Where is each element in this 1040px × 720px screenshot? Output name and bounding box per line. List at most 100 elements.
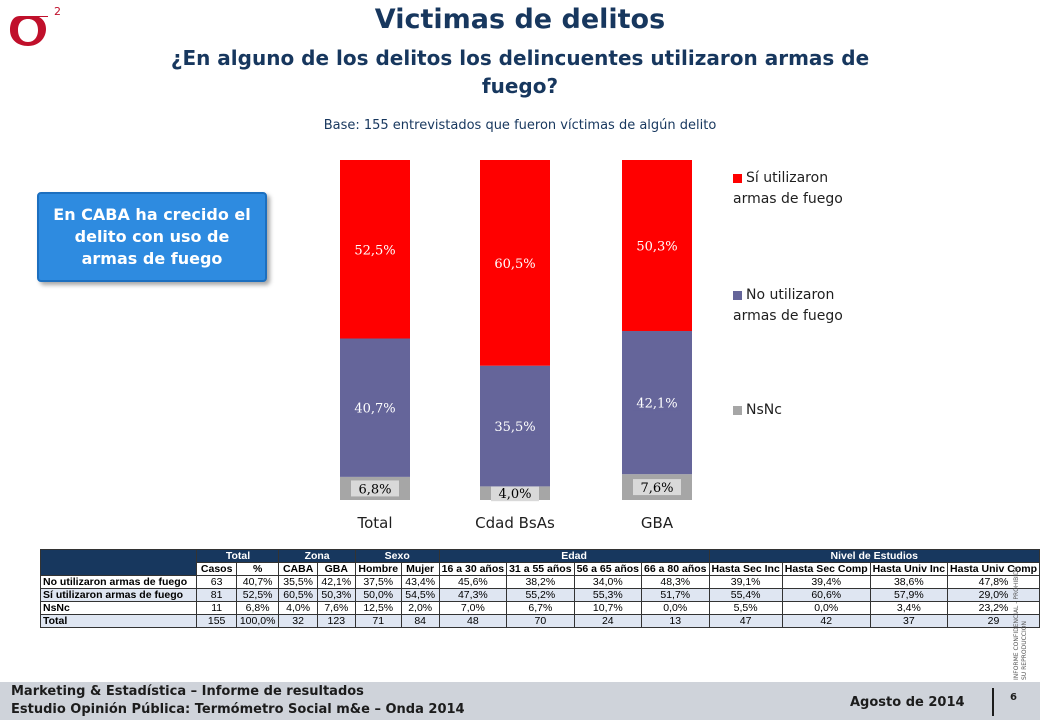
category-label: Cdad BsAs: [475, 514, 555, 532]
table-cell: 84: [400, 614, 440, 628]
data-label-bg: [351, 241, 399, 258]
table-cell: 70: [506, 614, 575, 628]
table-cell: 50,0%: [354, 588, 402, 602]
column-header: Hasta Univ Comp: [947, 562, 1040, 576]
legend-item: No utilizaron armas de fuego: [733, 285, 843, 327]
table-cell: 48: [438, 614, 508, 628]
table-row: Total 155 100,0% 32 123 71 84 48 70 24 13 47 42 37 29: [39, 614, 1040, 628]
callout-box: En CABA ha crecido el delito con uso de …: [37, 192, 267, 282]
row-label: Total: [39, 614, 198, 628]
group-header: Edad: [438, 549, 710, 563]
table-cell: 7,6%: [316, 601, 356, 615]
table-cell: 43,4%: [400, 575, 440, 589]
data-label-bg: [491, 254, 539, 271]
column-header: Hasta Univ Inc: [869, 562, 949, 576]
table-row: No utilizaron armas de fuego 63 40,7% 35,5%…: [39, 575, 1040, 589]
data-label-bg: [491, 418, 539, 435]
table-cell: 37,5%: [354, 575, 402, 589]
table-cell: 81: [196, 588, 237, 602]
footer-line-2: Estudio Opinión Pública: Termómetro Soci…: [11, 702, 465, 717]
data-label: 35,5%: [494, 420, 535, 435]
column-header: Mujer: [400, 562, 440, 576]
data-label-bg: [633, 479, 681, 496]
column-header: 56 a 65 años: [573, 562, 643, 576]
table-cell: 51,7%: [641, 588, 710, 602]
table-cell: 45,6%: [438, 575, 508, 589]
table-cell: 38,6%: [869, 575, 949, 589]
table-cell: 32: [278, 614, 318, 628]
table-cell: 47,3%: [438, 588, 508, 602]
row-label: Sí utilizaron armas de fuego: [39, 588, 198, 602]
page-subtitle: ¿En alguno de los delitos los delincuent…: [170, 46, 870, 98]
group-header: Total: [196, 549, 280, 563]
column-header: Hombre: [354, 562, 402, 576]
table-cell: 54,5%: [400, 588, 440, 602]
confidential-note: INFORME CONFIDENCIAL - PROHIBIDA SU REPR…: [1013, 566, 1028, 680]
column-header: CABA: [278, 562, 318, 576]
data-label: 40,7%: [354, 402, 395, 417]
table-cell: 63: [196, 575, 237, 589]
table-cell: 55,2%: [506, 588, 575, 602]
page-number: 6: [1010, 692, 1017, 703]
legend-swatch: [733, 290, 742, 300]
table-cell: 37: [869, 614, 949, 628]
data-label: 50,3%: [636, 240, 677, 255]
table-cell: 42: [781, 614, 871, 628]
data-label: 4,0%: [498, 487, 531, 502]
table-cell: 50,3%: [316, 588, 356, 602]
group-header: Nivel de Estudios: [708, 549, 1040, 563]
table-cell: 42,1%: [316, 575, 356, 589]
logo-superscript: 2: [54, 5, 61, 18]
table-cell: 24: [573, 614, 643, 628]
data-label: 42,1%: [636, 397, 677, 412]
legend-item: NsNc: [733, 400, 843, 421]
table-row: Sí utilizaron armas de fuego 81 52,5% 60,5%…: [39, 588, 1040, 602]
column-header: GBA: [316, 562, 356, 576]
table-cell: 3,4%: [869, 601, 949, 615]
table-cell: 55,3%: [573, 588, 643, 602]
table-cell: 35,5%: [278, 575, 318, 589]
table-cell: 5,5%: [708, 601, 783, 615]
table-cell: 155: [196, 614, 237, 628]
table-cell: 0,0%: [641, 601, 710, 615]
table-cell: 10,7%: [573, 601, 643, 615]
footer-line-1: Marketing & Estadística – Informe de res…: [11, 684, 364, 699]
stacked-bar-chart: 6,8% 40,7% 52,5% Total 4,0% 35,5% 60,5% Cdad Bs…: [340, 160, 692, 532]
table-cell: 47: [708, 614, 783, 628]
legend-item: Sí utilizaron armas de fuego: [733, 168, 843, 210]
table-cell: 6,8%: [235, 601, 280, 615]
table-cell: 39,1%: [708, 575, 783, 589]
footer-divider: [992, 688, 994, 716]
data-label: 7,6%: [640, 481, 673, 496]
data-label-bg: [633, 237, 681, 254]
table-cell: 23,2%: [947, 601, 1040, 615]
table-cell: 29: [947, 614, 1040, 628]
legend-swatch: [733, 173, 742, 183]
table-cell: 123: [316, 614, 356, 628]
table-cell: 71: [354, 614, 402, 628]
table-cell: 40,7%: [235, 575, 280, 589]
table-cell: 4,0%: [278, 601, 318, 615]
table-row: NsNc 11 6,8% 4,0% 7,6% 12,5% 2,0% 7,0% 6,7% 10,7%…: [39, 601, 1040, 615]
column-header: 66 a 80 años: [641, 562, 710, 576]
data-label: 60,5%: [494, 257, 535, 272]
table-cell: 52,5%: [235, 588, 280, 602]
table-cell: 39,4%: [781, 575, 871, 589]
data-label-bg: [633, 394, 681, 411]
table-cell: 48,3%: [641, 575, 710, 589]
category-label: GBA: [641, 514, 674, 532]
page-title: Victimas de delitos: [374, 4, 666, 35]
table-cell: 12,5%: [354, 601, 402, 615]
legend-swatch: [733, 405, 742, 415]
base-note: Base: 155 entrevistados que fueron vícti…: [323, 118, 717, 133]
column-header: %: [235, 562, 280, 576]
footer-bar: [0, 682, 1040, 720]
data-table: Total Zona Sexo Edad Nivel de Estudios C…: [39, 549, 1040, 628]
sigma-logo: 2: [6, 2, 76, 52]
group-header: Sexo: [354, 549, 440, 563]
footer-date: Agosto de 2014: [850, 695, 965, 710]
data-label-bg: [351, 399, 399, 416]
column-header: Hasta Sec Comp: [781, 562, 871, 576]
table-cell: 34,0%: [573, 575, 643, 589]
legend-label: NsNc: [746, 402, 782, 418]
